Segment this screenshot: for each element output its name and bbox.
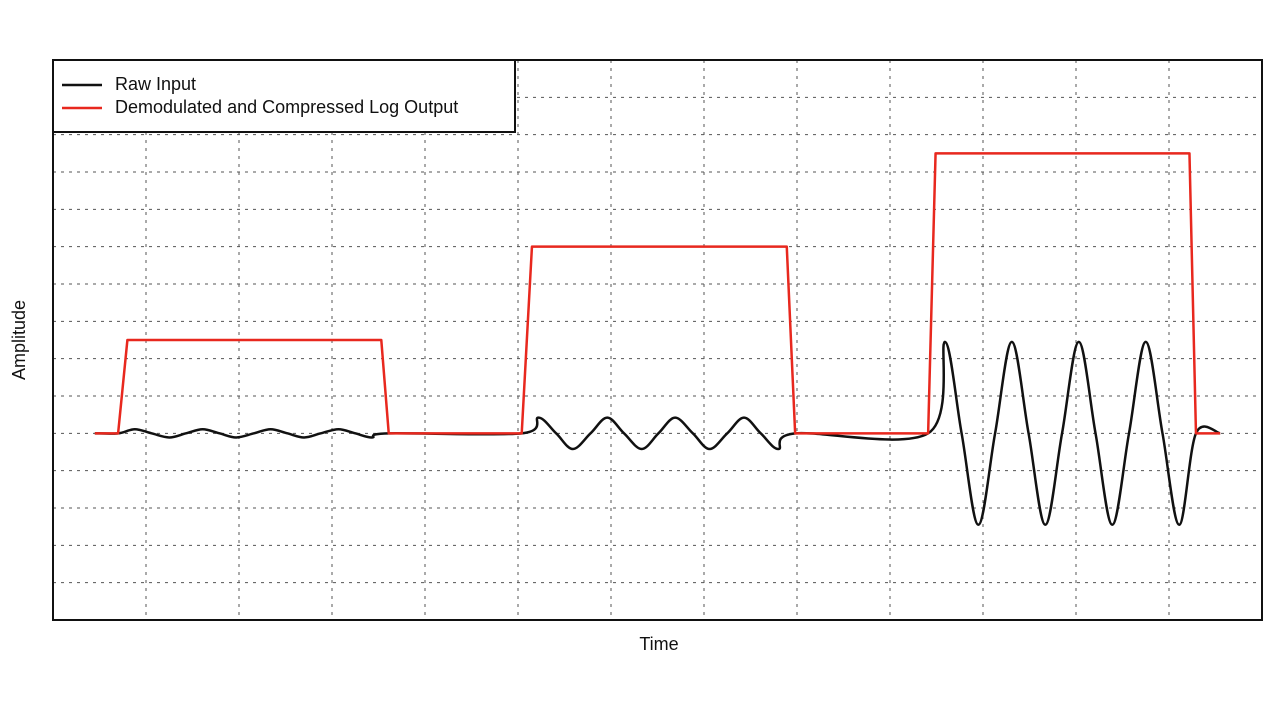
plot-frame bbox=[52, 59, 1263, 621]
plot-lines bbox=[94, 152, 1221, 527]
series-line bbox=[94, 152, 1221, 435]
legend-label: Demodulated and Compressed Log Output bbox=[115, 97, 458, 117]
y-axis-label: Amplitude bbox=[9, 300, 29, 380]
legend-box bbox=[52, 59, 516, 133]
x-axis-label: Time bbox=[639, 634, 678, 654]
legend: Raw Input Demodulated and Compressed Log … bbox=[52, 59, 516, 133]
legend-label: Raw Input bbox=[115, 74, 196, 94]
series-line bbox=[94, 340, 1221, 527]
